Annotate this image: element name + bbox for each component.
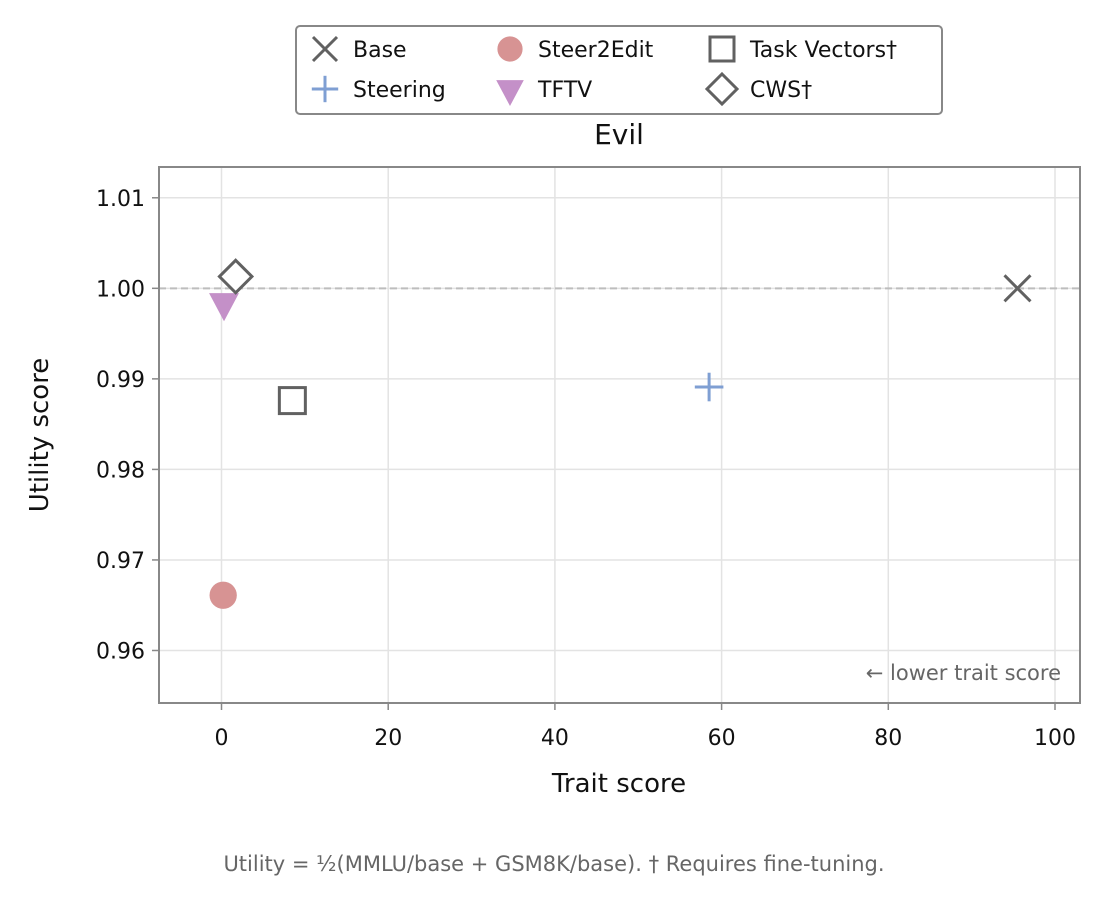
legend-box bbox=[295, 25, 943, 115]
y-tick-label: 1.01 bbox=[96, 187, 145, 212]
chart-title: Evil bbox=[594, 118, 644, 151]
legend-marker-x bbox=[311, 35, 339, 63]
legend-label: TFTV bbox=[537, 78, 592, 103]
x-tick-label: 60 bbox=[708, 726, 736, 751]
y-tick-label: 0.97 bbox=[96, 549, 145, 574]
y-axis-label: Utility score bbox=[25, 358, 55, 513]
footnote: Utility = ½(MMLU/base + GSM8K/base). † R… bbox=[223, 852, 885, 876]
legend-marker-square bbox=[708, 35, 736, 63]
legend-marker-triangle-down bbox=[496, 80, 524, 107]
y-tick-label: 1.00 bbox=[96, 277, 145, 302]
point-circle bbox=[209, 581, 237, 609]
grid-lines bbox=[159, 167, 1080, 703]
point-x bbox=[1003, 274, 1032, 303]
annotation-lower-trait-score: ← lower trait score bbox=[866, 661, 1061, 685]
legend-marker-circle bbox=[497, 36, 523, 62]
y-tick-label: 0.98 bbox=[96, 458, 145, 483]
legend-marker-diamond bbox=[704, 71, 740, 107]
axis-ticks: 0 20 40 60 80 100 0.96 0.97 0.98 0.99 1.00 1.01 bbox=[96, 187, 1076, 751]
x-tick-label: 40 bbox=[541, 726, 569, 751]
legend: Base Steering Steer2Edit TFTV Task Vectors† C… bbox=[295, 25, 943, 115]
plot-frame bbox=[158, 166, 1081, 704]
legend-label: CWS† bbox=[750, 78, 812, 103]
legend-marker-plus bbox=[311, 75, 339, 103]
legend-label: Steer2Edit bbox=[538, 38, 654, 63]
y-tick-label: 0.99 bbox=[96, 368, 145, 393]
x-tick-label: 80 bbox=[874, 726, 902, 751]
point-triangle-down bbox=[209, 293, 239, 322]
x-tick-label: 20 bbox=[374, 726, 402, 751]
legend-label: Base bbox=[353, 38, 407, 63]
x-axis-label: Trait score bbox=[551, 769, 686, 799]
x-tick-label: 0 bbox=[215, 726, 229, 751]
legend-label: Task Vectors† bbox=[749, 38, 897, 63]
y-tick-label: 0.96 bbox=[96, 639, 145, 664]
point-diamond bbox=[217, 258, 255, 295]
x-tick-label: 100 bbox=[1034, 726, 1076, 751]
data-points bbox=[209, 258, 1032, 609]
point-plus bbox=[694, 372, 724, 402]
legend-label: Steering bbox=[353, 78, 446, 103]
point-square bbox=[277, 386, 307, 416]
